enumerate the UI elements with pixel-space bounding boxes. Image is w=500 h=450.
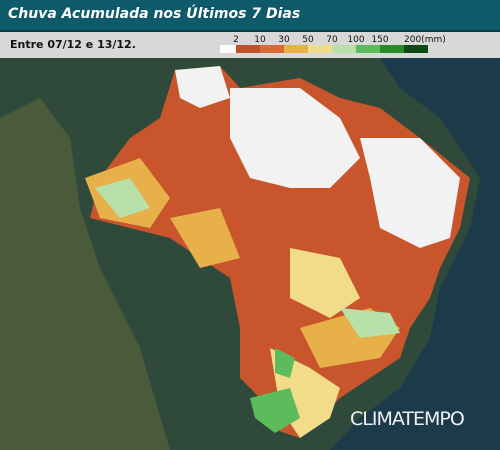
- dry-area: [230, 88, 360, 188]
- legend-swatch: [356, 45, 380, 53]
- legend-swatch: [260, 45, 284, 53]
- header: Chuva Acumulada nos Últimos 7 Dias: [0, 0, 500, 32]
- rain-area: [275, 348, 295, 378]
- legend-label: 70: [326, 35, 338, 45]
- legend: 2 10 30 50 70 100 150 200(mm): [220, 35, 446, 53]
- legend-swatch: [284, 45, 308, 53]
- rain-area: [95, 178, 150, 218]
- legend-label: 50: [302, 35, 314, 45]
- andes: [0, 98, 170, 450]
- legend-label: 10: [254, 35, 266, 45]
- dry-area: [175, 66, 230, 108]
- legend-swatch: [404, 45, 428, 53]
- legend-swatch: [332, 45, 356, 53]
- legend-label: 150: [371, 35, 388, 45]
- rain-area: [290, 248, 360, 318]
- legend-label: 30: [278, 35, 290, 45]
- rain-area: [250, 388, 300, 433]
- period: Entre 07/12 e 13/12.: [10, 38, 136, 51]
- subheader: Entre 07/12 e 13/12. 2 10 30 50 70 100 150 200(…: [0, 32, 500, 58]
- legend-label: 100: [347, 35, 364, 45]
- watermark: CLIMATEMPO: [350, 408, 465, 430]
- legend-label: 200(mm): [404, 35, 446, 45]
- dry-area: [360, 138, 460, 248]
- rain-area: [170, 208, 240, 268]
- legend-swatch: [220, 45, 236, 53]
- title: Chuva Acumulada nos Últimos 7 Dias: [8, 6, 301, 22]
- rain-area: [340, 308, 400, 338]
- legend-swatch: [308, 45, 332, 53]
- legend-swatch: [380, 45, 404, 53]
- ocean: [330, 58, 500, 450]
- legend-label: 2: [233, 35, 239, 45]
- map: [0, 58, 500, 450]
- legend-swatch: [236, 45, 260, 53]
